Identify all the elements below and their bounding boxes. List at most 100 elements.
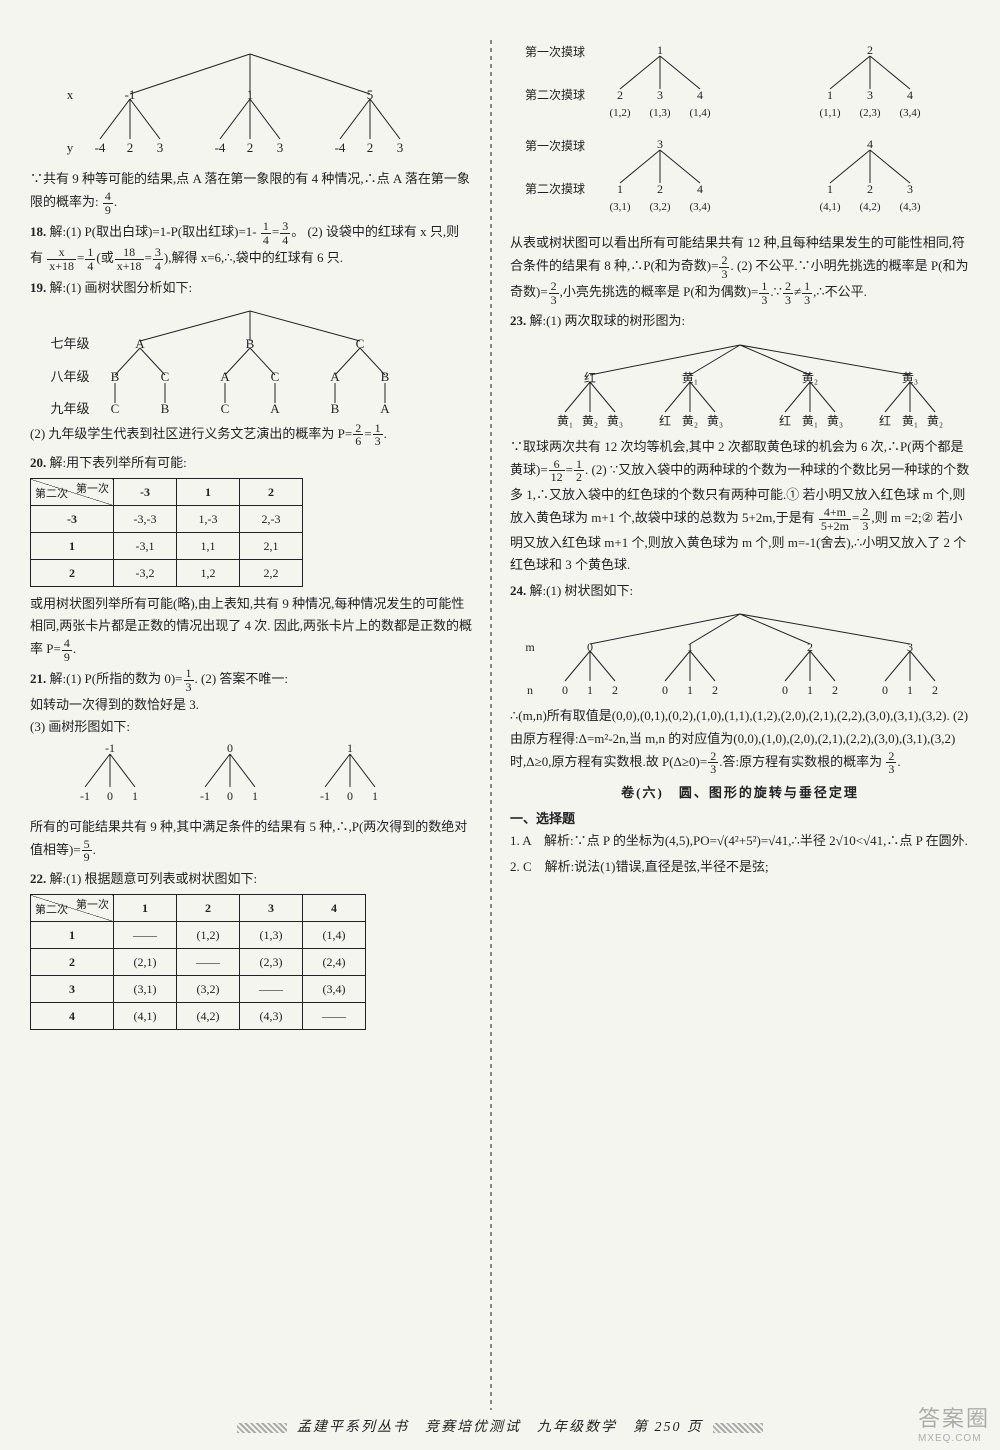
svg-text:黄₃: 黄₃: [607, 414, 623, 428]
svg-text:黄₃: 黄₃: [707, 414, 723, 428]
p19: 19. 解:(1) 画树状图分析如下: 七年级 ABC 八年级 BC AC AB…: [30, 277, 472, 448]
svg-text:-1: -1: [200, 789, 210, 803]
svg-text:(2,3): (2,3): [859, 107, 880, 119]
svg-text:1: 1: [132, 789, 138, 803]
page-footer: 孟建平系列丛书 竞赛培优测试 九年级数学 第 250 页: [30, 1410, 970, 1440]
svg-text:0: 0: [227, 742, 233, 755]
svg-text:红: 红: [584, 370, 596, 385]
svg-text:七年级: 七年级: [50, 336, 89, 351]
svg-text:2: 2: [867, 182, 873, 196]
svg-text:4: 4: [867, 138, 873, 151]
svg-text:2: 2: [832, 683, 838, 697]
p20: 20. 解:用下表列举所有可能: 第一次第二次 -312 -3-3,-31,-3…: [30, 452, 472, 663]
svg-text:3: 3: [397, 140, 404, 155]
svg-text:A: A: [330, 369, 340, 384]
svg-text:-4: -4: [95, 140, 106, 155]
left-column: x -115 y -423 -423 -423 ∵共有 9 种等可能的结果,点 …: [30, 40, 472, 1410]
svg-text:B: B: [161, 401, 170, 416]
table-22: 第一次第二次 1234 1——(1,2)(1,3)(1,4) 2(2,1)——(…: [30, 894, 366, 1030]
svg-text:八年级: 八年级: [50, 369, 89, 384]
svg-text:A: A: [380, 401, 390, 416]
svg-text:2: 2: [932, 683, 938, 697]
section-6-title: 卷(六) 圆、图形的旋转与垂径定理: [510, 782, 970, 804]
svg-text:0: 0: [782, 683, 788, 697]
svg-text:0: 0: [107, 789, 113, 803]
svg-text:1: 1: [247, 87, 254, 102]
svg-text:(1,1): (1,1): [819, 107, 840, 119]
svg-text:黄₁: 黄₁: [557, 414, 573, 428]
svg-text:1: 1: [587, 683, 593, 697]
svg-text:黄₃: 黄₃: [827, 414, 843, 428]
svg-text:3: 3: [657, 88, 663, 102]
svg-text:0: 0: [662, 683, 668, 697]
svg-text:2: 2: [247, 140, 254, 155]
svg-text:C: C: [356, 336, 365, 351]
svg-text:(3,1): (3,1): [609, 201, 630, 213]
p23: 23. 解:(1) 两次取球的树形图为: 红黄₁黄₂黄₃ 黄₁黄₂黄₃ 红黄₂黄…: [510, 310, 970, 576]
svg-text:九年级: 九年级: [50, 401, 89, 416]
svg-text:1: 1: [687, 640, 693, 654]
svg-text:-1: -1: [105, 742, 115, 755]
svg-text:第二次摸球: 第二次摸球: [525, 182, 585, 196]
svg-text:1: 1: [617, 182, 623, 196]
svg-text:1: 1: [657, 44, 663, 57]
svg-text:C: C: [111, 401, 120, 416]
right-column: 第一次摸球 12 第二次摸球 234 134 (1,2)(1,3)(1,4) (…: [510, 40, 970, 1410]
svg-text:C: C: [161, 369, 170, 384]
svg-text:5: 5: [367, 87, 374, 102]
section-6-sub: 一、选择题: [510, 808, 970, 830]
svg-text:第一次摸球: 第一次摸球: [525, 45, 585, 59]
svg-text:黄₁: 黄₁: [802, 414, 818, 428]
svg-text:B: B: [111, 369, 120, 384]
p22: 22. 解:(1) 根据题意可列表或树状图如下: 第一次第二次 1234 1——…: [30, 868, 472, 1030]
sec6-q2: 2. C 解析:说法(1)错误,直径是弦,半径不是弦;: [510, 856, 970, 878]
x-label: x: [67, 87, 74, 102]
svg-text:C: C: [271, 369, 280, 384]
svg-text:2: 2: [712, 683, 718, 697]
svg-text:-4: -4: [215, 140, 226, 155]
svg-text:4: 4: [907, 88, 913, 102]
svg-text:第二次摸球: 第二次摸球: [525, 88, 585, 102]
svg-text:(4,1): (4,1): [819, 201, 840, 213]
svg-text:3: 3: [277, 140, 284, 155]
svg-text:3: 3: [157, 140, 164, 155]
svg-text:(1,4): (1,4): [689, 107, 710, 119]
svg-text:红: 红: [659, 413, 671, 428]
svg-text:-1: -1: [125, 87, 136, 102]
svg-text:(3,4): (3,4): [689, 201, 710, 213]
svg-text:(4,2): (4,2): [859, 201, 880, 213]
svg-text:1: 1: [372, 789, 378, 803]
svg-text:3: 3: [867, 88, 873, 102]
p24: 24. 解:(1) 树状图如下: m 0123 n 012 012 012 01…: [510, 580, 970, 775]
svg-text:-1: -1: [80, 789, 90, 803]
svg-text:2: 2: [657, 182, 663, 196]
svg-text:黄₂: 黄₂: [682, 414, 698, 428]
svg-text:1: 1: [827, 88, 833, 102]
svg-text:2: 2: [612, 683, 618, 697]
svg-text:2: 2: [127, 140, 134, 155]
svg-text:m: m: [525, 640, 535, 654]
page: x -115 y -423 -423 -423 ∵共有 9 种等可能的结果,点 …: [0, 0, 1000, 1450]
svg-text:B: B: [381, 369, 390, 384]
svg-text:1: 1: [827, 182, 833, 196]
svg-text:2: 2: [807, 640, 813, 654]
svg-text:C: C: [221, 401, 230, 416]
table-20: 第一次第二次 -312 -3-3,-31,-32,-3 1-3,11,12,1 …: [30, 478, 303, 587]
svg-text:1: 1: [907, 683, 913, 697]
svg-text:A: A: [135, 336, 145, 351]
svg-text:3: 3: [907, 640, 913, 654]
svg-text:0: 0: [562, 683, 568, 697]
svg-text:n: n: [527, 683, 533, 697]
svg-text:2: 2: [617, 88, 623, 102]
tree-17: x -115 y -423 -423 -423: [30, 44, 472, 164]
svg-text:1: 1: [687, 683, 693, 697]
svg-text:红: 红: [879, 413, 891, 428]
svg-text:1: 1: [807, 683, 813, 697]
svg-text:黄₃: 黄₃: [902, 371, 918, 385]
svg-text:A: A: [270, 401, 280, 416]
svg-text:1: 1: [252, 789, 258, 803]
p21: 21. 解:(1) P(所指的数为 0)=13. (2) 答案不唯一: 如转动一…: [30, 667, 472, 864]
svg-text:(3,2): (3,2): [649, 201, 670, 213]
svg-text:(1,2): (1,2): [609, 107, 630, 119]
y-label: y: [67, 140, 74, 155]
